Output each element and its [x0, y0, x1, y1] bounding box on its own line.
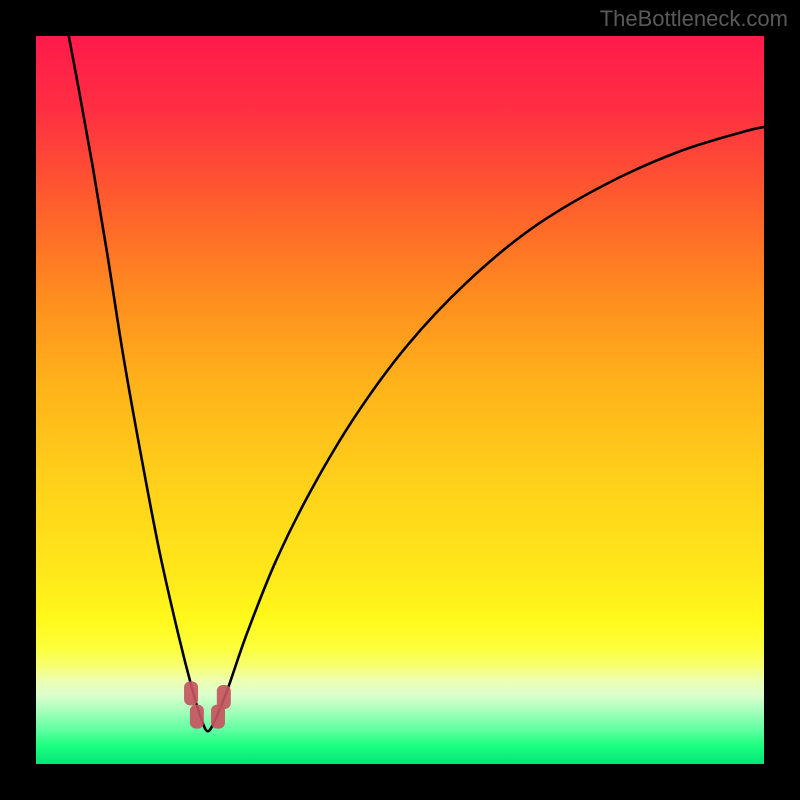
data-markers: [184, 681, 231, 728]
chart-container: TheBottleneck.com: [0, 0, 800, 800]
data-marker: [217, 685, 231, 709]
data-marker: [190, 705, 204, 729]
bottleneck-curve: [69, 36, 764, 731]
watermark-text: TheBottleneck.com: [600, 6, 788, 32]
data-marker: [184, 681, 198, 705]
curve-layer: [36, 36, 764, 764]
plot-area: [36, 36, 764, 764]
